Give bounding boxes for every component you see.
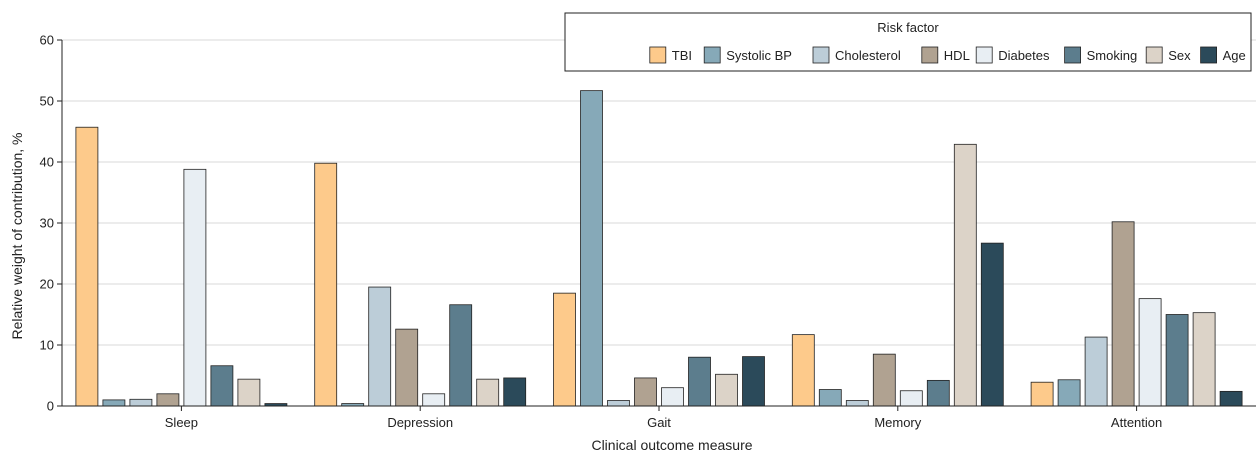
- bar-systolic-bp: [818, 389, 842, 407]
- legend-label: HDL: [944, 48, 970, 63]
- bar-sex: [476, 378, 500, 407]
- bar-diabetes: [899, 390, 923, 407]
- legend-label: Sex: [1168, 48, 1191, 63]
- legend: Risk factor TBI Systolic BP Cholesterol HDL…: [564, 12, 1252, 72]
- bar-sex: [237, 378, 261, 407]
- bar-diabetes: [183, 168, 207, 407]
- bar-diabetes: [661, 387, 684, 407]
- legend-title: Risk factor: [877, 20, 939, 35]
- bar-hdl: [156, 393, 180, 407]
- bar-smoking: [688, 356, 711, 407]
- legend-box: [564, 12, 1252, 72]
- y-tick-label: 50: [40, 94, 54, 109]
- x-tick-label: Sleep: [165, 415, 198, 430]
- bars: [75, 90, 1243, 407]
- bar-hdl: [872, 353, 896, 407]
- x-axis-title: Clinical outcome measure: [591, 437, 752, 453]
- y-tick-label: 60: [40, 33, 54, 48]
- x-tick-label: Depression: [387, 415, 453, 430]
- bar-systolic-bp: [102, 399, 126, 407]
- legend-label: Age: [1223, 48, 1246, 63]
- bar-cholesterol: [368, 286, 392, 407]
- bar-smoking: [449, 304, 473, 407]
- bar-smoking: [926, 379, 950, 407]
- legend-swatch: [703, 46, 721, 64]
- legend-swatch: [1145, 46, 1163, 64]
- bar-hdl: [1111, 221, 1135, 407]
- bar-age: [980, 242, 1004, 407]
- bar-hdl: [634, 377, 657, 407]
- y-tick-label: 30: [40, 216, 54, 231]
- x-tick-label: Memory: [874, 415, 921, 430]
- bar-smoking: [210, 365, 234, 407]
- bar-cholesterol: [129, 398, 153, 407]
- y-tick-label: 20: [40, 277, 54, 292]
- legend-swatch: [921, 46, 939, 64]
- bar-cholesterol: [1084, 336, 1108, 407]
- bar-sex: [715, 373, 738, 407]
- gridlines: [62, 39, 1256, 346]
- legend-label: Diabetes: [998, 48, 1050, 63]
- bar-sex: [953, 143, 977, 407]
- bar-age: [503, 377, 527, 407]
- bar-tbi: [1030, 381, 1054, 407]
- bar-systolic-bp: [1057, 379, 1081, 407]
- axes: 0 10 20 30 40 50 60 Sleep Depression Gait Memory At…: [40, 33, 1256, 430]
- bar-cholesterol: [845, 400, 869, 407]
- y-tick-label: 40: [40, 155, 54, 170]
- y-axis-title: Relative weight of contribution, %: [9, 133, 25, 340]
- bar-tbi: [553, 292, 576, 407]
- legend-swatch: [649, 46, 667, 64]
- legend-label: Cholesterol: [835, 48, 901, 63]
- bar-sex: [1192, 312, 1216, 407]
- x-tick-label: Attention: [1111, 415, 1162, 430]
- bar-smoking: [1165, 314, 1189, 407]
- legend-label: Systolic BP: [726, 48, 792, 63]
- bar-systolic-bp: [580, 90, 603, 407]
- x-tick-label: Gait: [647, 415, 671, 430]
- bar-hdl: [395, 328, 419, 407]
- legend-label: TBI: [672, 48, 692, 63]
- bar-diabetes: [422, 393, 446, 407]
- bar-cholesterol: [607, 400, 630, 407]
- bar-age: [1219, 390, 1243, 407]
- bar-tbi: [314, 162, 338, 407]
- y-tick-label: 0: [47, 399, 54, 414]
- legend-label: Smoking: [1087, 48, 1138, 63]
- bar-age: [742, 356, 765, 407]
- bar-diabetes: [1138, 298, 1162, 407]
- legend-swatch: [975, 46, 993, 64]
- legend-swatch: [1064, 46, 1081, 64]
- y-tick-label: 10: [40, 338, 54, 353]
- legend-swatch: [812, 46, 830, 64]
- bar-tbi: [75, 126, 99, 407]
- legend-items: TBI Systolic BP Cholesterol HDL Diabetes Smok…: [649, 46, 1246, 64]
- bar-tbi: [791, 334, 815, 407]
- legend-swatch: [1200, 46, 1217, 64]
